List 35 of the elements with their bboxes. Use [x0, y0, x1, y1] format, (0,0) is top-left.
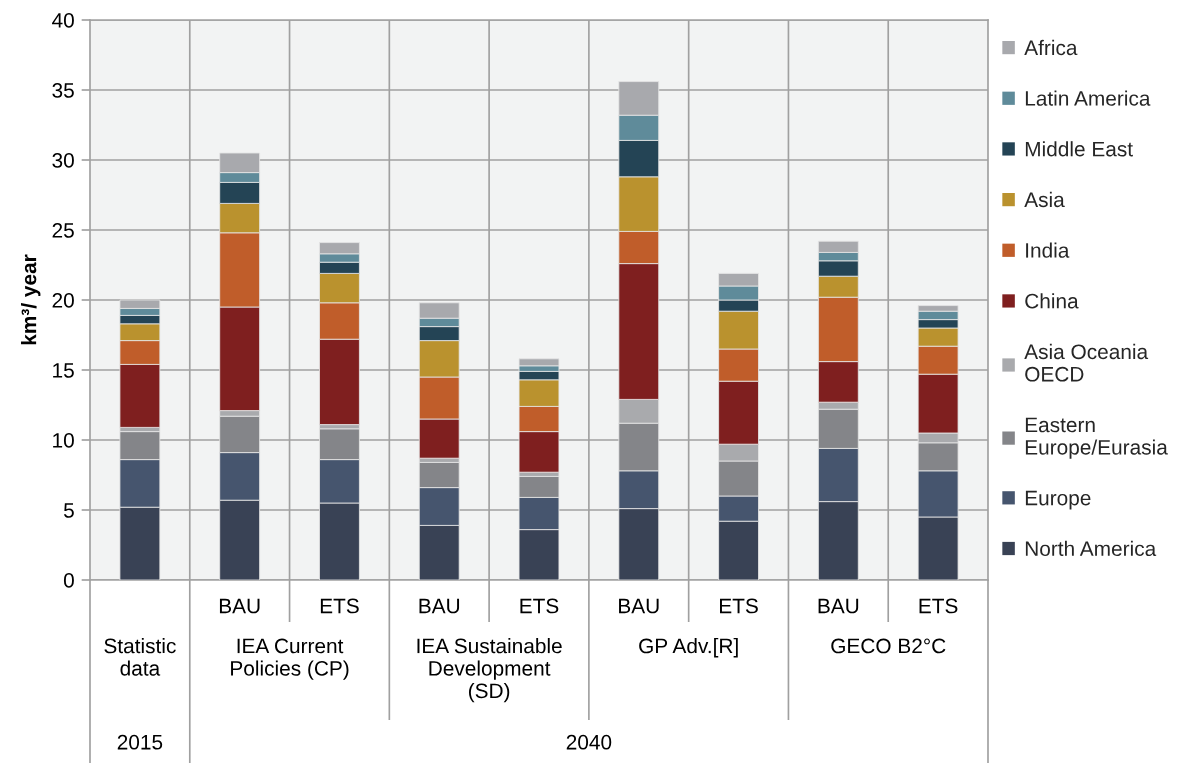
y-axis-title: km³/ year: [21, 254, 41, 345]
x-tick-label: ETS: [919, 598, 958, 614]
y-tick-label: 30: [52, 153, 74, 168]
text: GP Adv.[R]: [639, 638, 738, 658]
y-tick-label: 10: [53, 433, 74, 448]
y-tick-label: 40: [52, 13, 74, 28]
legend-label: Latin America: [1025, 90, 1151, 106]
y-tick-label: 35: [52, 83, 74, 98]
legend-label: Africa: [1024, 39, 1078, 56]
text: 2040: [566, 734, 612, 750]
text: 2015: [117, 734, 163, 750]
legend-label: Asia Oceania OECD: [1024, 343, 1149, 382]
y-tick-label: 0: [63, 573, 74, 588]
text: Statistic data: [104, 638, 176, 676]
legend-label: India: [1026, 242, 1070, 258]
y-tick-label: 5: [63, 503, 74, 518]
y-tick-label: 15: [53, 363, 74, 378]
legend-label: North America: [1025, 540, 1157, 557]
legend-label: Eastern Europe/Eurasia: [1025, 417, 1168, 459]
legend-label: China: [1025, 293, 1079, 309]
y-tick-label: 20: [52, 293, 74, 308]
x-tick-label: BAU: [219, 598, 260, 614]
text: IEA Current Policies (CP): [231, 638, 349, 680]
text: GECO B2°C: [831, 638, 946, 654]
y-tick-label: 25: [52, 223, 74, 238]
x-tick-label: ETS: [720, 598, 758, 614]
legend-label: Middle East: [1025, 141, 1133, 157]
x-tick-label: BAU: [818, 598, 859, 614]
x-tick-label: BAU: [619, 598, 659, 614]
legend-label: Europe: [1025, 490, 1091, 510]
x-tick-label: BAU: [419, 598, 460, 614]
x-tick-label: ETS: [320, 598, 359, 614]
text: IEA Sustainable Development (SD): [417, 638, 562, 703]
x-tick-label: ETS: [520, 598, 559, 614]
legend-label: Asia: [1024, 191, 1065, 208]
